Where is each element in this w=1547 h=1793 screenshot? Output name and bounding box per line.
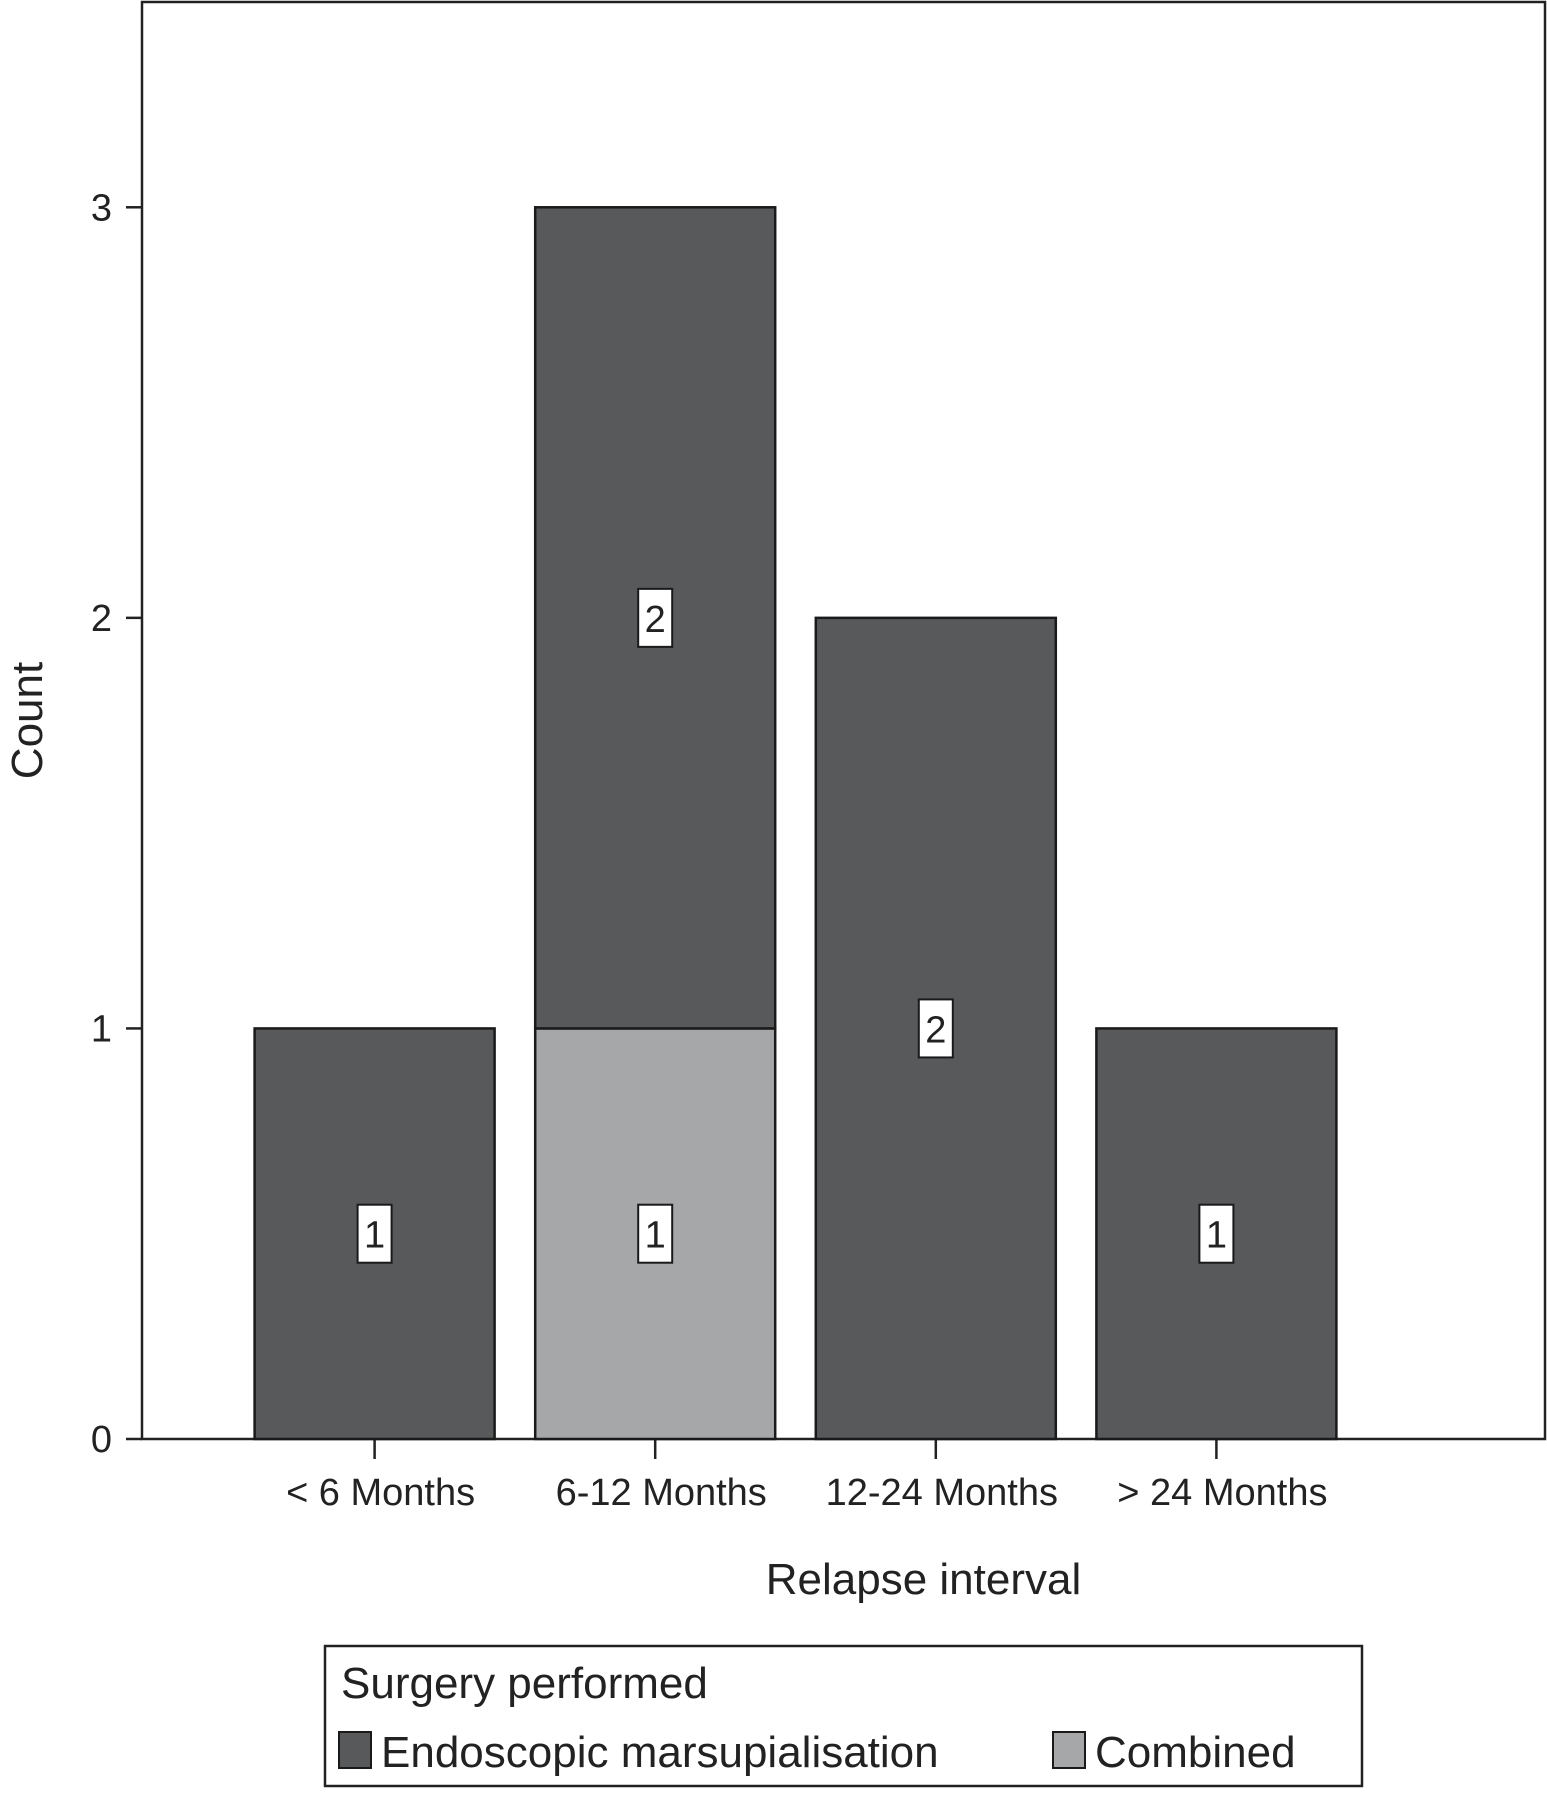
y-tick-label: 1 bbox=[91, 1008, 112, 1050]
data-label-box bbox=[637, 587, 674, 648]
data-label: 2 bbox=[645, 599, 666, 641]
y-tick-label: 2 bbox=[91, 598, 112, 640]
data-label-box bbox=[637, 1203, 674, 1264]
legend-item-label: Combined bbox=[1095, 1728, 1296, 1777]
x-axis-title: Relapse interval bbox=[766, 1555, 1082, 1604]
data-label: 1 bbox=[1206, 1215, 1227, 1257]
legend-swatch bbox=[338, 1731, 372, 1769]
legend-swatch bbox=[1052, 1731, 1086, 1769]
y-axis-title: Count bbox=[3, 662, 52, 779]
data-label: 2 bbox=[925, 1009, 946, 1051]
x-tick-label: > 24 Months bbox=[1117, 1472, 1327, 1514]
x-tick-label: < 6 Months bbox=[286, 1472, 475, 1514]
legend-item-label: Endoscopic marsupialisation bbox=[381, 1728, 939, 1777]
x-tick-label: 12-24 Months bbox=[826, 1472, 1058, 1514]
data-label: 1 bbox=[645, 1215, 666, 1257]
data-label: 1 bbox=[364, 1215, 385, 1257]
legend-title: Surgery performed bbox=[341, 1659, 708, 1708]
y-tick-label: 3 bbox=[91, 187, 112, 229]
data-label-box bbox=[356, 1203, 393, 1264]
legend-box bbox=[323, 1644, 1364, 1788]
y-tick-label: 0 bbox=[91, 1419, 112, 1461]
data-label-box bbox=[1198, 1203, 1235, 1264]
data-label-box bbox=[917, 998, 954, 1059]
x-tick-label: 6-12 Months bbox=[556, 1472, 767, 1514]
